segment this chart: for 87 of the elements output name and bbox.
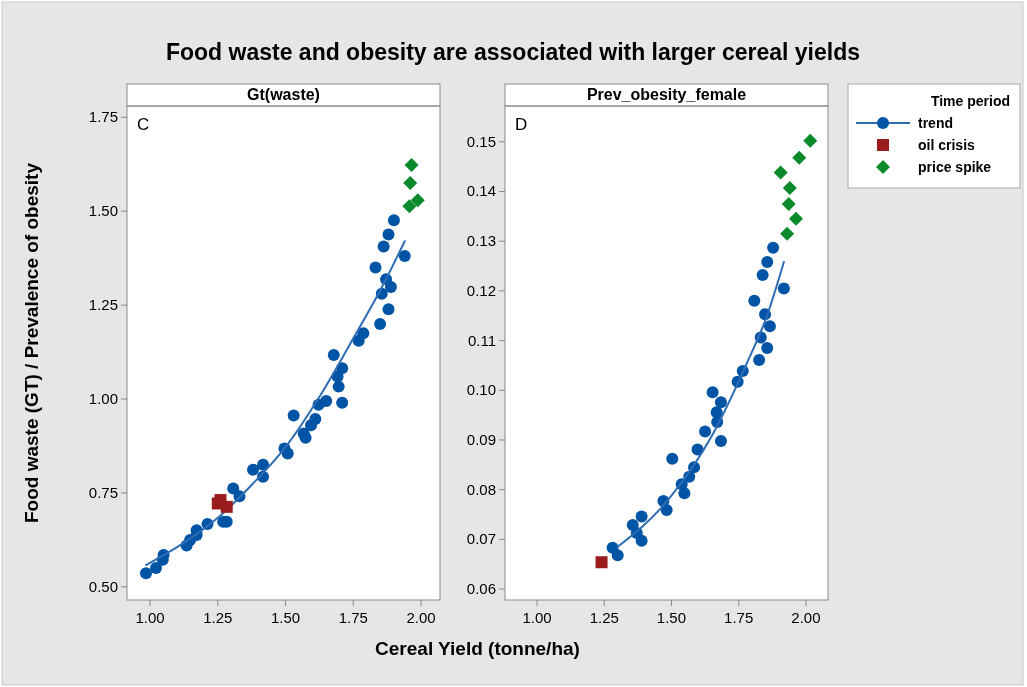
point bbox=[666, 452, 679, 465]
point bbox=[403, 176, 418, 191]
point bbox=[782, 181, 797, 195]
y-tick-label: 0.13 bbox=[466, 232, 496, 250]
point bbox=[377, 240, 390, 253]
point bbox=[706, 386, 719, 399]
point bbox=[382, 303, 395, 316]
y-tick-label: 0.07 bbox=[466, 530, 496, 548]
point bbox=[714, 434, 727, 447]
annotation: C bbox=[137, 115, 150, 134]
x-tick-label: 1.00 bbox=[135, 609, 165, 626]
point bbox=[773, 165, 788, 180]
point bbox=[789, 211, 803, 226]
point bbox=[748, 294, 761, 307]
y-tick-label: 0.12 bbox=[466, 281, 496, 299]
x-tick-label: 1.25 bbox=[589, 609, 619, 626]
point bbox=[150, 562, 162, 575]
point bbox=[756, 268, 769, 281]
point bbox=[611, 549, 624, 562]
point bbox=[387, 214, 400, 227]
x-tick-label: 1.50 bbox=[270, 609, 301, 626]
y-tick-label: 0.10 bbox=[466, 381, 496, 399]
point bbox=[398, 249, 411, 262]
text: Food waste and obesity are associated with larger cereal yields bbox=[165, 39, 861, 65]
point bbox=[320, 394, 333, 407]
chart-subtitle: Gt(waste) bbox=[247, 86, 320, 103]
point bbox=[792, 150, 807, 165]
y-tick-label: 1.00 bbox=[88, 390, 118, 408]
x-tick-label: 1.75 bbox=[724, 609, 754, 626]
point bbox=[402, 199, 417, 214]
point bbox=[761, 342, 774, 355]
point bbox=[309, 412, 322, 425]
x-tick-label: 2.00 bbox=[791, 609, 821, 626]
point bbox=[678, 487, 691, 500]
x-tick-label: 1.00 bbox=[522, 609, 552, 626]
point bbox=[384, 281, 397, 294]
point bbox=[410, 193, 425, 208]
y-tick-label: 0.14 bbox=[466, 182, 496, 200]
y-tick-label: 0.50 bbox=[88, 577, 118, 595]
point bbox=[660, 504, 673, 517]
point bbox=[699, 425, 712, 438]
x-tick-label: 1.25 bbox=[203, 609, 233, 626]
point bbox=[763, 320, 776, 333]
legend-label: oil crisis bbox=[918, 137, 976, 153]
y-tick-label: 0.15 bbox=[466, 132, 496, 150]
y-tick-label: 0.11 bbox=[467, 331, 496, 349]
point bbox=[761, 256, 774, 269]
point bbox=[332, 380, 345, 393]
x-tick-label: 2.00 bbox=[406, 609, 436, 626]
point bbox=[767, 241, 780, 254]
point bbox=[777, 282, 790, 295]
chart-subtitle: Prev_obesity_female bbox=[586, 86, 747, 103]
point bbox=[327, 349, 340, 362]
x-tick-label: 1.50 bbox=[656, 609, 687, 626]
point bbox=[336, 396, 349, 409]
point bbox=[635, 534, 648, 547]
point bbox=[247, 463, 260, 476]
point bbox=[781, 196, 796, 211]
point bbox=[635, 510, 648, 523]
point bbox=[257, 458, 270, 471]
legend-title: Time period bbox=[930, 93, 1010, 109]
legend-label: price spike bbox=[918, 159, 992, 175]
y-tick-label: 0.06 bbox=[466, 580, 496, 598]
y-tick-label: 1.25 bbox=[88, 296, 118, 314]
x-axis-title: Cereal Yield (tonne/ha) bbox=[375, 638, 580, 659]
point bbox=[287, 409, 300, 422]
legend-label: trend bbox=[918, 115, 953, 131]
y-tick-label: 0.75 bbox=[88, 483, 118, 501]
point bbox=[220, 500, 233, 513]
point bbox=[780, 226, 795, 241]
x-tick-label: 1.75 bbox=[338, 609, 368, 626]
point bbox=[753, 353, 766, 366]
point bbox=[382, 228, 395, 241]
point bbox=[369, 261, 382, 274]
y-tick-label: 0.09 bbox=[466, 430, 496, 448]
point bbox=[139, 567, 152, 580]
point bbox=[357, 327, 370, 340]
point bbox=[595, 556, 608, 569]
point bbox=[803, 133, 818, 148]
point bbox=[404, 157, 419, 172]
annotation: D bbox=[515, 115, 528, 134]
y-tick-label: 0.08 bbox=[466, 480, 496, 498]
point bbox=[714, 396, 727, 409]
y-axis-title: Food waste (GT) / Prevalence of obesity bbox=[21, 162, 42, 524]
y-tick-label: 1.50 bbox=[88, 202, 118, 220]
point bbox=[374, 317, 387, 330]
y-tick-label: 1.75 bbox=[88, 108, 118, 126]
